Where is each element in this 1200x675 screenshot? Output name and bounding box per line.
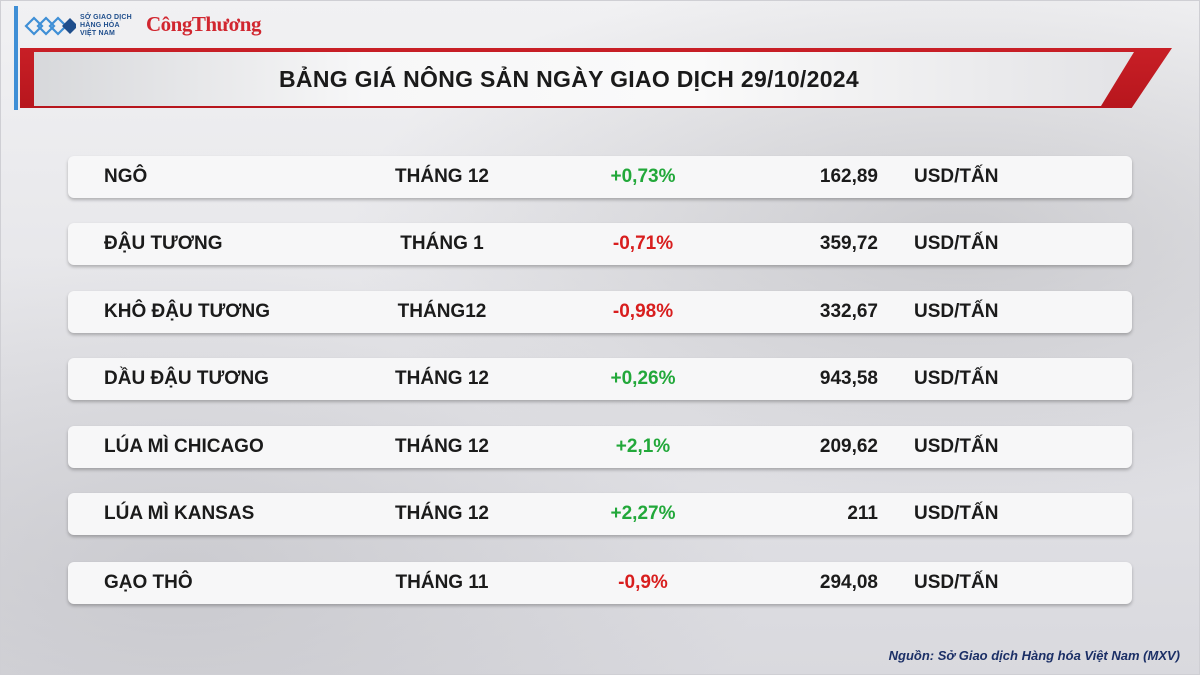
title-banner: BẢNG GIÁ NÔNG SẢN NGÀY GIAO DỊCH 29/10/2… xyxy=(34,52,1134,106)
contract-month: THÁNG 12 xyxy=(395,166,489,187)
exchange-line-2: HÀNG HÓA xyxy=(80,22,120,29)
price-value: 294,08 xyxy=(819,572,878,593)
commodity-name: GẠO THÔ xyxy=(104,572,193,593)
table-row: LÚA MÌ KANSAS THÁNG 12 +2,27% 211 USD/TẤ… xyxy=(68,493,1132,535)
price-unit: USD/TẤN xyxy=(914,572,999,593)
contract-month: THÁNG 12 xyxy=(395,503,489,524)
contract-month: THÁNG 12 xyxy=(395,368,489,389)
price-unit: USD/TẤN xyxy=(914,503,999,524)
header-logos: SỞ GIAO DỊCH HÀNG HÓA VIỆT NAM CôngThươn… xyxy=(22,6,262,46)
price-value: 162,89 xyxy=(819,166,878,187)
price-value: 209,62 xyxy=(819,436,878,457)
price-unit: USD/TẤN xyxy=(914,368,999,389)
price-value: 211 xyxy=(847,503,878,524)
exchange-logo-text: SỞ GIAO DỊCH HÀNG HÓA VIỆT NAM xyxy=(80,14,140,38)
commodity-name: KHÔ ĐẬU TƯƠNG xyxy=(104,301,271,322)
page-title: BẢNG GIÁ NÔNG SẢN NGÀY GIAO DỊCH 29/10/2… xyxy=(279,65,859,92)
price-change: +2,27% xyxy=(610,503,676,524)
price-change: +0,73% xyxy=(610,166,676,187)
exchange-line-3: VIỆT NAM xyxy=(80,30,116,37)
price-value: 943,58 xyxy=(819,368,878,389)
price-value: 359,72 xyxy=(819,233,878,254)
source-note: Nguồn: Sở Giao dịch Hàng hóa Việt Nam (M… xyxy=(888,648,1180,663)
contract-month: THÁNG12 xyxy=(397,301,487,322)
congthuong-tagline-mark xyxy=(146,37,261,41)
table-row: GẠO THÔ THÁNG 11 -0,9% 294,08 USD/TẤN xyxy=(68,562,1132,604)
price-unit: USD/TẤN xyxy=(914,436,999,457)
commodity-name: NGÔ xyxy=(104,166,148,187)
table-row: KHÔ ĐẬU TƯƠNG THÁNG12 -0,98% 332,67 USD/… xyxy=(68,291,1132,333)
price-unit: USD/TẤN xyxy=(914,301,999,322)
commodity-name: ĐẬU TƯƠNG xyxy=(104,233,223,254)
price-value: 332,67 xyxy=(819,301,878,322)
exchange-line-1: SỞ GIAO DỊCH xyxy=(80,14,132,21)
congthuong-logo: CôngThương xyxy=(146,12,261,41)
price-change: -0,9% xyxy=(618,572,668,593)
table-row: DẦU ĐẬU TƯƠNG THÁNG 12 +0,26% 943,58 USD… xyxy=(68,358,1132,400)
congthuong-logo-text: CôngThương xyxy=(146,11,261,36)
price-change: -0,71% xyxy=(612,233,674,254)
price-change: -0,98% xyxy=(612,301,674,322)
table-row: ĐẬU TƯƠNG THÁNG 1 -0,71% 359,72 USD/TẤN xyxy=(68,223,1132,265)
contract-month: THÁNG 11 xyxy=(395,572,489,593)
price-unit: USD/TẤN xyxy=(914,166,999,187)
side-accent-bar xyxy=(14,6,18,110)
contract-month: THÁNG 12 xyxy=(395,436,489,457)
table-row: LÚA MÌ CHICAGO THÁNG 12 +2,1% 209,62 USD… xyxy=(68,426,1132,468)
commodity-name: LÚA MÌ CHICAGO xyxy=(104,436,264,457)
exchange-logo-icon xyxy=(24,16,76,36)
commodity-name: LÚA MÌ KANSAS xyxy=(104,503,255,524)
price-change: +0,26% xyxy=(610,368,676,389)
price-unit: USD/TẤN xyxy=(914,233,999,254)
table-row: NGÔ THÁNG 12 +0,73% 162,89 USD/TẤN xyxy=(68,156,1132,198)
commodity-name: DẦU ĐẬU TƯƠNG xyxy=(104,368,269,389)
contract-month: THÁNG 1 xyxy=(400,233,484,254)
price-change: +2,1% xyxy=(615,436,671,457)
